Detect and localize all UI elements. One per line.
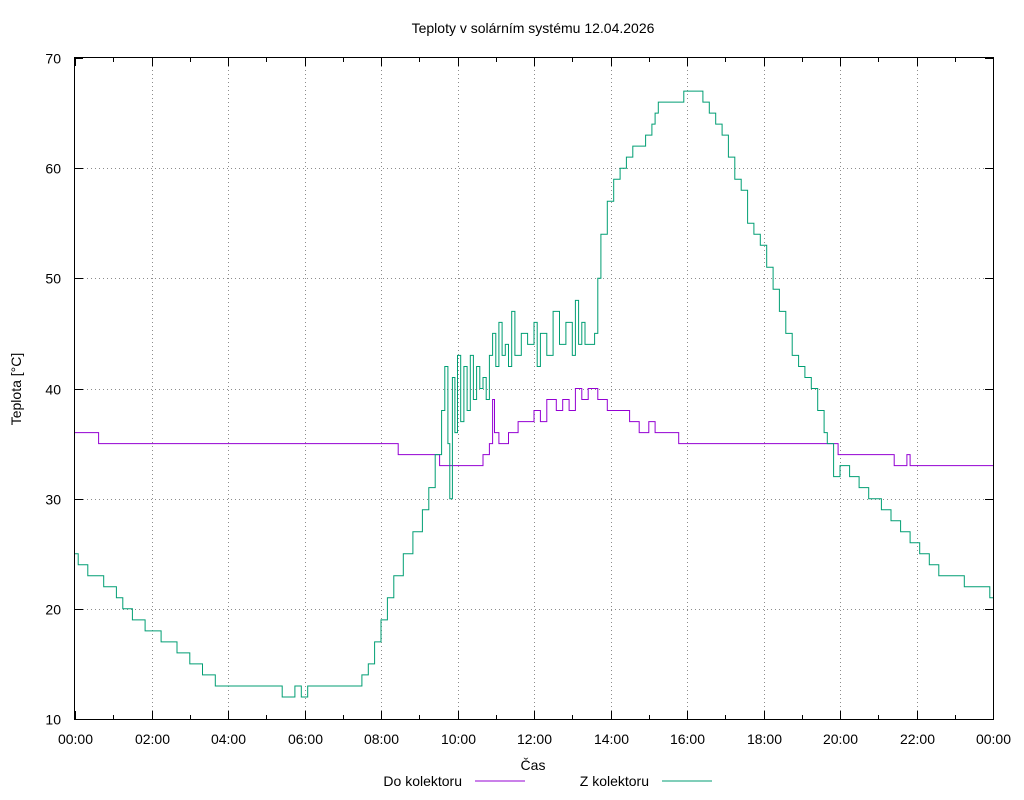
x-tick-label: 22:00: [900, 731, 935, 747]
x-tick-label: 04:00: [211, 731, 246, 747]
y-tick-label: 20: [45, 602, 61, 618]
grid-lines: [75, 58, 993, 719]
x-tick-label: 20:00: [823, 731, 858, 747]
x-tick-label: 00:00: [976, 731, 1011, 747]
x-tick-label: 06:00: [288, 731, 323, 747]
series-layer: [75, 90, 993, 698]
x-tick-label: 02:00: [135, 731, 170, 747]
x-tick-label: 18:00: [747, 731, 782, 747]
x-tick-label: 10:00: [441, 731, 476, 747]
y-tick-label: 40: [45, 382, 61, 398]
y-tick-label: 50: [45, 271, 61, 287]
y-tick-label: 30: [45, 492, 61, 508]
y-axis-label: Teplota [°C]: [8, 353, 24, 426]
plot-frame: [74, 57, 994, 720]
x-axis-label: Čas: [521, 757, 546, 773]
y-tick-label: 70: [45, 51, 61, 67]
x-tick-label: 12:00: [517, 731, 552, 747]
legend-label-do-kolektoru: Do kolektoru: [383, 773, 462, 789]
y-tick-labels: 10 20 30 40 50 60 70: [45, 51, 61, 728]
y-tick-label: 10: [45, 712, 61, 728]
x-tick-label: 14:00: [594, 731, 629, 747]
series-line-z-kolektoru: [75, 90, 993, 698]
series-line-do-kolektoru: [75, 388, 993, 467]
legend: Do kolektoru Z kolektoru: [383, 773, 712, 789]
legend-label-z-kolektoru: Z kolektoru: [580, 773, 649, 789]
tick-marks: [75, 58, 994, 720]
y-tick-label: 60: [45, 161, 61, 177]
x-tick-label: 00:00: [58, 731, 93, 747]
x-tick-labels: 00:00 02:00 04:00 06:00 08:00 10:00 12:00 14:00…: [58, 731, 1011, 747]
x-tick-label: 08:00: [364, 731, 399, 747]
chart-title: Teploty v solárním systému 12.04.2026: [412, 20, 655, 36]
x-tick-label: 16:00: [670, 731, 705, 747]
